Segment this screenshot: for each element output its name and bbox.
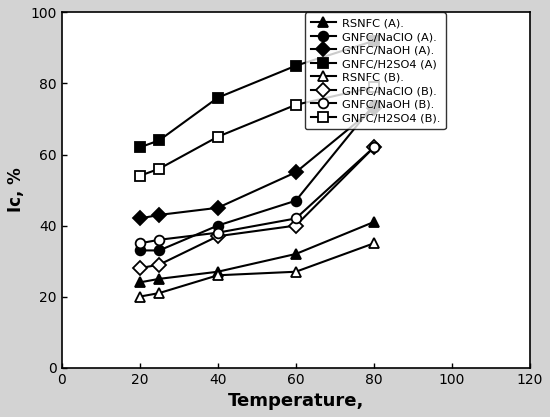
Line: GNFC/H2SO4 (A): GNFC/H2SO4 (A) — [135, 36, 379, 152]
GNFC/NaClO (A). — [156, 248, 163, 253]
GNFC/NaClO (A). — [214, 223, 221, 228]
Y-axis label: Ic, %: Ic, % — [7, 168, 25, 212]
GNFC/NaOH (A). — [156, 212, 163, 217]
GNFC/H2SO4 (B). — [214, 134, 221, 139]
Line: RSNFC (A).: RSNFC (A). — [135, 217, 379, 287]
GNFC/NaOH (B). — [136, 241, 143, 246]
RSNFC (A). — [293, 251, 299, 256]
GNFC/NaOH (B). — [214, 230, 221, 235]
GNFC/H2SO4 (A) — [214, 95, 221, 100]
GNFC/H2SO4 (A) — [136, 145, 143, 150]
Line: GNFC/NaOH (B).: GNFC/NaOH (B). — [135, 143, 379, 248]
Line: GNFC/H2SO4 (B).: GNFC/H2SO4 (B). — [135, 82, 379, 181]
RSNFC (A). — [156, 276, 163, 281]
GNFC/H2SO4 (A) — [371, 38, 377, 43]
GNFC/NaOH (A). — [136, 216, 143, 221]
GNFC/NaClO (B). — [293, 223, 299, 228]
GNFC/NaOH (B). — [293, 216, 299, 221]
RSNFC (B). — [156, 291, 163, 296]
GNFC/NaClO (A). — [136, 248, 143, 253]
GNFC/NaClO (A). — [293, 198, 299, 203]
Line: RSNFC (B).: RSNFC (B). — [135, 239, 379, 301]
GNFC/NaClO (B). — [136, 266, 143, 271]
GNFC/NaClO (B). — [214, 234, 221, 239]
X-axis label: Temperature,: Temperature, — [228, 392, 364, 410]
RSNFC (B). — [371, 241, 377, 246]
GNFC/NaClO (A). — [371, 102, 377, 107]
GNFC/H2SO4 (A) — [156, 138, 163, 143]
RSNFC (A). — [214, 269, 221, 274]
GNFC/H2SO4 (A) — [293, 63, 299, 68]
RSNFC (B). — [214, 273, 221, 278]
GNFC/NaClO (B). — [371, 145, 377, 150]
RSNFC (B). — [293, 269, 299, 274]
GNFC/H2SO4 (B). — [293, 102, 299, 107]
GNFC/NaOH (A). — [293, 170, 299, 175]
Legend: RSNFC (A)., GNFC/NaClO (A)., GNFC/NaOH (A)., GNFC/H2SO4 (A), RSNFC (B)., GNFC/Na: RSNFC (A)., GNFC/NaClO (A)., GNFC/NaOH (… — [305, 13, 446, 129]
GNFC/NaClO (B). — [156, 262, 163, 267]
RSNFC (A). — [371, 219, 377, 224]
GNFC/H2SO4 (B). — [156, 166, 163, 171]
GNFC/NaOH (B). — [156, 237, 163, 242]
GNFC/NaOH (A). — [371, 106, 377, 111]
GNFC/H2SO4 (B). — [136, 173, 143, 178]
Line: GNFC/NaOH (A).: GNFC/NaOH (A). — [135, 103, 379, 224]
Line: GNFC/NaClO (B).: GNFC/NaClO (B). — [135, 143, 379, 273]
Line: GNFC/NaClO (A).: GNFC/NaClO (A). — [135, 100, 379, 255]
RSNFC (B). — [136, 294, 143, 299]
GNFC/NaOH (B). — [371, 145, 377, 150]
GNFC/NaOH (A). — [214, 205, 221, 210]
RSNFC (A). — [136, 280, 143, 285]
GNFC/H2SO4 (B). — [371, 85, 377, 90]
